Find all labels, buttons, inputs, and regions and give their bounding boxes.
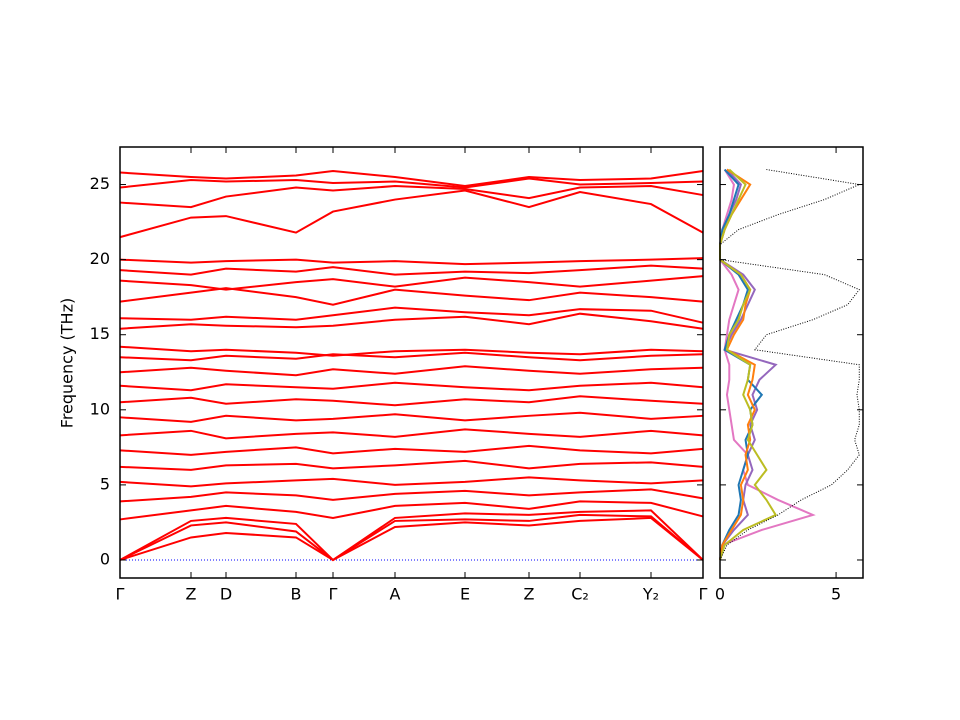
band-line <box>119 500 704 521</box>
band-line <box>119 516 704 562</box>
x-tick-label: C₂ <box>571 585 589 604</box>
band-line <box>119 264 704 276</box>
band-line <box>119 513 704 562</box>
y-tick-label: 0 <box>100 549 110 568</box>
x-tick-label: A <box>390 585 401 604</box>
x-tick-label: Γ <box>329 585 338 604</box>
x-tick-label: Y₂ <box>642 585 659 604</box>
band-line <box>119 306 704 324</box>
band-line <box>119 287 704 306</box>
band-line <box>119 428 704 440</box>
dos-line <box>719 169 862 561</box>
band-line <box>119 177 704 189</box>
y-axis-label: Frequency (THz) <box>58 298 77 428</box>
band-line <box>119 351 704 362</box>
band-line <box>119 189 704 239</box>
dos-line <box>719 168 778 561</box>
band-line <box>119 185 704 209</box>
band-line <box>119 411 704 423</box>
band-line <box>119 257 704 266</box>
band-line <box>119 395 704 407</box>
plot-frame <box>119 146 704 579</box>
x-tick-label: D <box>220 585 232 604</box>
band-line <box>119 444 704 456</box>
band-line <box>119 365 704 377</box>
y-tick-label: 20 <box>90 249 110 268</box>
plot-frame <box>719 146 864 579</box>
band-line <box>119 170 704 188</box>
x-tick-label: 5 <box>831 585 841 604</box>
x-tick-label: E <box>460 585 470 604</box>
x-tick-label: Z <box>524 585 535 604</box>
y-tick-label: 25 <box>90 174 110 193</box>
band-line <box>119 488 704 503</box>
band-line <box>119 381 704 392</box>
x-tick-label: Γ <box>116 585 125 604</box>
x-tick-label: 0 <box>715 585 725 604</box>
y-tick-label: 5 <box>100 474 110 493</box>
band-line <box>119 345 704 357</box>
band-line <box>119 509 704 562</box>
y-tick-label: 10 <box>90 399 110 418</box>
band-line <box>119 275 704 291</box>
y-tick-label: 15 <box>90 324 110 343</box>
band-line <box>119 459 704 471</box>
band-line <box>119 476 704 488</box>
x-tick-label: B <box>291 585 302 604</box>
band-line <box>119 312 704 330</box>
x-tick-label: Γ <box>699 585 708 604</box>
x-tick-label: Z <box>186 585 197 604</box>
